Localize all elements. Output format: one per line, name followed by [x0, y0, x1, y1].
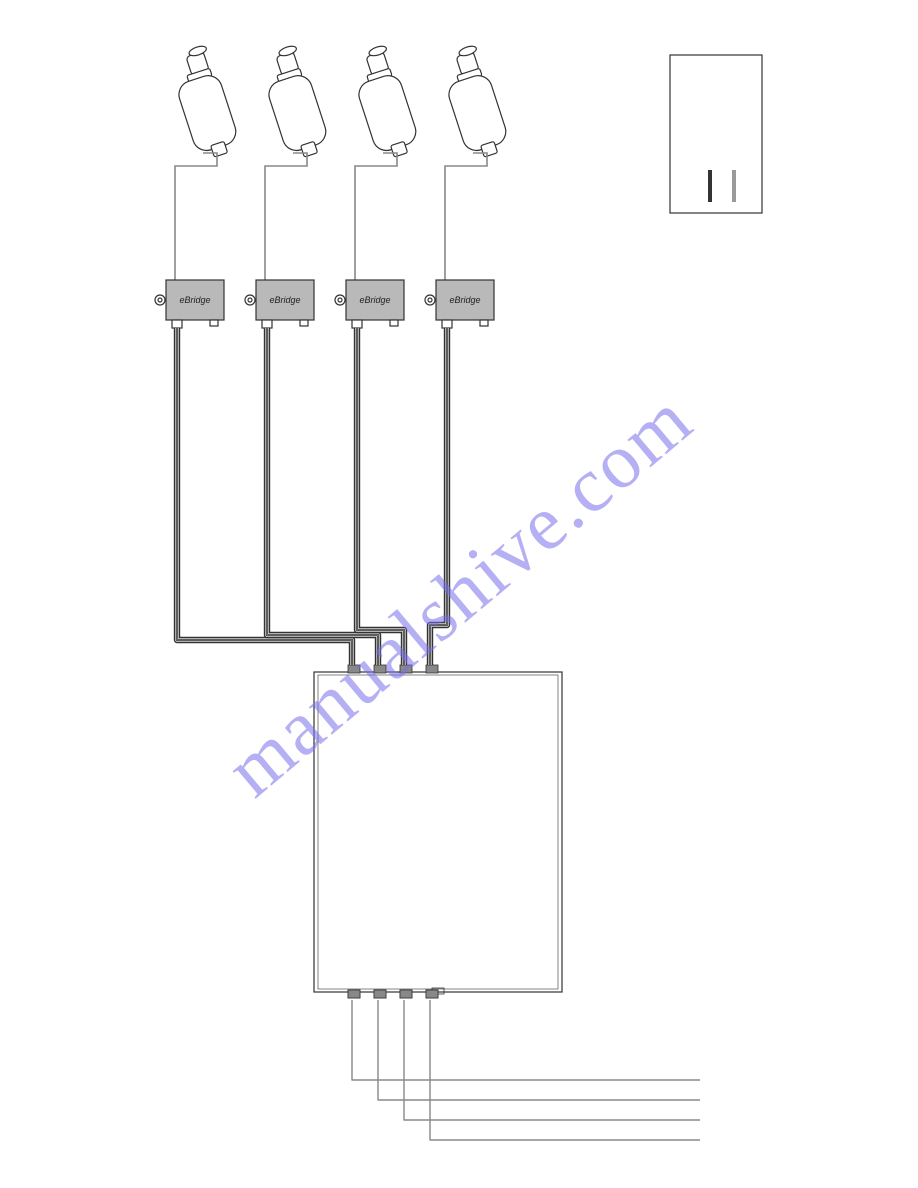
wiring-diagram: eBridge eBridge eBridge eBridge: [0, 0, 918, 1188]
legend-box: [670, 55, 762, 213]
camera-icon: [175, 44, 239, 157]
camera-cable-2: [355, 153, 397, 282]
ebridge-adapter: eBridge: [245, 280, 314, 328]
camera-cable-1: [265, 153, 307, 282]
ebridge-label: eBridge: [269, 295, 300, 305]
camera-cable-3: [445, 153, 487, 282]
coax-cable-outer-2: [357, 328, 404, 665]
hub-port-top-0: [348, 665, 360, 673]
legend-bar-1: [732, 170, 736, 202]
ebridge-adapter: eBridge: [155, 280, 224, 328]
camera-icon: [355, 44, 419, 157]
camera-cable-0: [175, 153, 217, 282]
coax-cable-outer-3: [430, 328, 447, 665]
ebridge-adapter: eBridge: [425, 280, 494, 328]
ebridge-label: eBridge: [179, 295, 210, 305]
hub-port-top-3: [426, 665, 438, 673]
ebridge-label: eBridge: [359, 295, 390, 305]
hub-port-top-1: [374, 665, 386, 673]
coax-cable-inner-1: [267, 328, 378, 665]
camera-icon: [445, 44, 509, 157]
hub-enclosure: [314, 672, 562, 992]
legend-bar-0: [708, 170, 712, 202]
coax-cable-outer-1: [267, 328, 378, 665]
ebridge-adapter: eBridge: [335, 280, 404, 328]
hub-port-top-2: [400, 665, 412, 673]
hub-inner: [318, 675, 558, 989]
coax-cable-inner-2: [357, 328, 404, 665]
ebridge-label: eBridge: [449, 295, 480, 305]
camera-icon: [265, 44, 329, 157]
